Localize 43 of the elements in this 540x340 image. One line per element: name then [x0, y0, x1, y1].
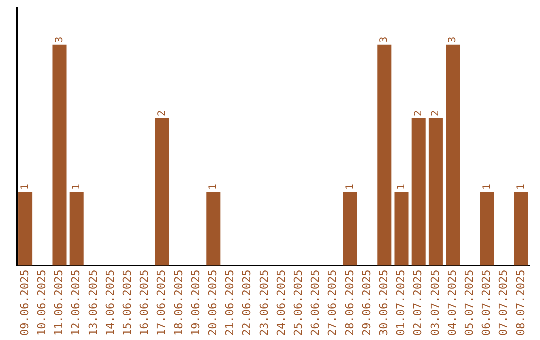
x-tick-label: 03.07.2025	[428, 270, 442, 336]
data-label: 1	[482, 184, 493, 190]
data-label: 1	[208, 184, 220, 190]
data-label: 2	[413, 110, 424, 116]
x-tick-label: 21.06.2025	[224, 270, 237, 336]
data-label: 2	[156, 110, 168, 116]
data-label: 1	[345, 184, 356, 190]
x-tick-label: 20.06.2025	[206, 270, 220, 336]
x-tick-label: 05.07.2025	[463, 270, 476, 336]
x-tick-label: 23.06.2025	[258, 270, 271, 336]
data-label: 1	[20, 184, 32, 190]
x-tick-label: 22.06.2025	[240, 270, 254, 336]
x-tick-label: 24.06.2025	[274, 270, 288, 336]
x-tick-label: 28.06.2025	[343, 270, 356, 336]
x-tick-label: 12.06.2025	[70, 270, 83, 336]
x-tick-label: 25.06.2025	[292, 270, 306, 336]
x-tick-label: 01.07.2025	[394, 270, 408, 336]
x-tick-label: 14.06.2025	[104, 270, 117, 336]
data-label: 3	[448, 36, 459, 43]
data-label: 3	[379, 36, 390, 43]
x-tick-label: 08.07.2025	[514, 270, 528, 336]
x-tick-label: 04.07.2025	[446, 270, 459, 336]
data-label: 2	[430, 110, 442, 116]
x-tick-label: 02.07.2025	[412, 270, 425, 336]
x-tick-label: 10.06.2025	[36, 270, 49, 336]
data-label: 1	[71, 184, 82, 190]
x-tick-label: 27.06.2025	[326, 270, 340, 336]
x-tick-label: 09.06.2025	[18, 270, 32, 336]
x-tick-label: 17.06.2025	[155, 270, 168, 336]
data-label: 1	[396, 184, 408, 190]
x-tick-label: 06.07.2025	[480, 270, 494, 336]
x-tick-label: 18.06.2025	[172, 270, 186, 336]
data-label: 1	[516, 184, 528, 190]
x-tick-label: 26.06.2025	[309, 270, 322, 336]
x-tick-label: 16.06.2025	[138, 270, 152, 336]
x-tick-label: 29.06.2025	[360, 270, 374, 336]
x-tick-label: 19.06.2025	[189, 270, 202, 336]
x-tick-label: 11.06.2025	[52, 270, 66, 336]
x-tick-label: 15.06.2025	[121, 270, 134, 336]
x-tick-label: 30.06.2025	[378, 270, 391, 336]
x-tick-label: 07.07.2025	[497, 270, 510, 336]
x-tick-label: 13.06.2025	[86, 270, 100, 336]
data-label: 3	[54, 36, 66, 43]
